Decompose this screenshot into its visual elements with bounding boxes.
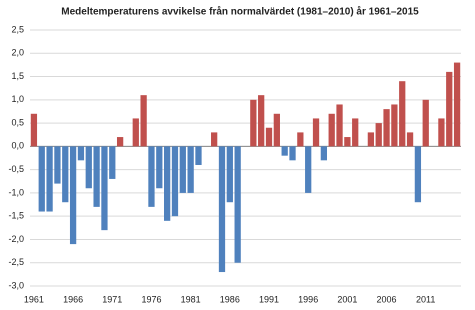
bar — [297, 132, 304, 147]
bar — [305, 146, 312, 193]
bar — [30, 113, 38, 147]
bar — [109, 146, 116, 179]
bar — [273, 113, 280, 147]
bar — [93, 146, 100, 207]
x-tick-label: 2001 — [337, 294, 357, 304]
y-tick-label: -0,5 — [8, 164, 24, 174]
bar — [69, 146, 77, 245]
x-tick-label: 1996 — [298, 294, 318, 304]
bar — [218, 146, 226, 273]
bar — [38, 146, 45, 212]
bar — [116, 137, 124, 147]
bar — [352, 118, 359, 147]
y-tick-label: 2,5 — [11, 24, 24, 34]
bar — [132, 118, 139, 147]
bar — [46, 146, 53, 212]
x-tick-label: 1991 — [259, 294, 279, 304]
bar — [281, 146, 288, 156]
bar — [414, 146, 422, 203]
bar — [164, 146, 171, 221]
y-tick-label: 2,0 — [11, 48, 24, 58]
x-tick-label: 1961 — [24, 294, 44, 304]
bar — [320, 146, 327, 161]
y-tick-label: -2,0 — [8, 234, 24, 244]
bar — [140, 95, 147, 147]
bar — [187, 146, 194, 193]
bar — [226, 146, 233, 203]
x-tick-label: 1976 — [141, 294, 161, 304]
bar — [344, 137, 351, 147]
bar — [375, 123, 382, 147]
bar — [62, 146, 69, 203]
bar — [211, 132, 218, 147]
bar — [101, 146, 108, 231]
bar — [258, 95, 265, 147]
bar — [438, 118, 445, 147]
bar — [312, 118, 320, 147]
y-tick-label: -1,0 — [8, 187, 24, 197]
y-tick-label: 0,5 — [11, 117, 24, 127]
chart-title: Medeltemperaturens avvikelse från normal… — [61, 6, 419, 18]
y-tick-label: -2,5 — [8, 257, 24, 267]
bar — [54, 146, 61, 184]
bar — [422, 99, 429, 147]
y-tick-label: -1,5 — [8, 211, 24, 221]
bar — [171, 146, 179, 217]
bar — [77, 146, 85, 161]
y-tick-label: 1,5 — [11, 71, 24, 81]
bar — [383, 109, 390, 147]
y-tick-label: 0,0 — [11, 141, 24, 151]
x-tick-label: 2011 — [416, 294, 435, 304]
bar — [195, 146, 202, 165]
bar — [336, 104, 343, 147]
y-tick-label: 1,0 — [11, 94, 24, 104]
bar — [453, 62, 461, 147]
x-tick-label: 2006 — [377, 294, 397, 304]
bar — [148, 146, 155, 207]
y-tick-label: -3,0 — [8, 280, 24, 290]
bar — [265, 127, 273, 147]
x-tick-label: 1966 — [63, 294, 83, 304]
bar — [234, 146, 241, 263]
bar — [156, 146, 163, 189]
bar — [406, 132, 414, 147]
x-tick-label: 1986 — [220, 294, 240, 304]
bar — [399, 81, 406, 147]
bar — [85, 146, 92, 189]
bar — [250, 99, 257, 147]
bar — [328, 113, 335, 147]
bar — [446, 71, 453, 147]
x-tick-label: 1971 — [102, 294, 122, 304]
bar — [289, 146, 296, 161]
x-tick-label: 1981 — [181, 294, 201, 304]
bar — [367, 132, 375, 147]
bar — [391, 104, 398, 147]
bar — [179, 146, 186, 193]
